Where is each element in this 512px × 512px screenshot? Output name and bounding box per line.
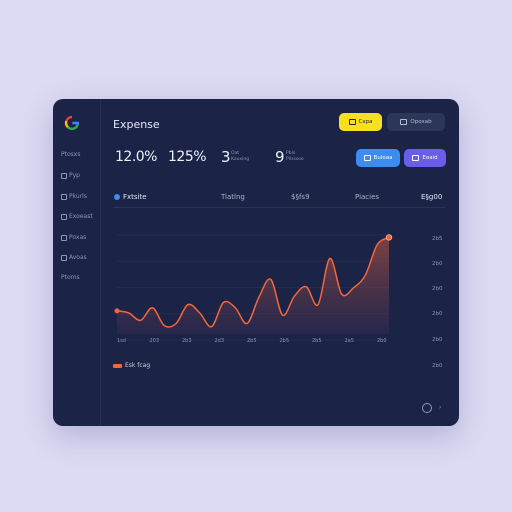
- x-tick-label: 1sd: [117, 338, 126, 344]
- chart-series-line: [116, 236, 390, 328]
- sidebar-item-label: Poxas: [69, 234, 87, 241]
- sidebar-item-7[interactable]: Ptoms: [61, 274, 80, 281]
- button-label: Opoxab: [410, 119, 432, 125]
- sidebar-item-label: Pyp: [69, 172, 80, 179]
- card-icon: [348, 119, 356, 125]
- sidebar-item-5[interactable]: Poxas: [61, 234, 86, 241]
- y-tick-label: 2b0: [432, 337, 443, 343]
- chart-area-fill: [117, 237, 389, 334]
- sidebar-item-label: Exoeast: [69, 213, 93, 220]
- stat-percent-2: 125%: [168, 149, 207, 165]
- button-label: Buloaa: [373, 155, 393, 161]
- stat-count-2-label: Pbls: [286, 151, 296, 156]
- blue-action-button[interactable]: Buloaa: [356, 149, 400, 167]
- y-tick-label: 2b0: [432, 261, 443, 267]
- page-title: Expense: [113, 118, 160, 131]
- button-label: Eoaid: [422, 155, 438, 161]
- dashboard-card: Ptosxs Pyp Pkurls Exoeast Poxas Avoas Pt…: [53, 99, 459, 426]
- row-col-4: Piacies: [355, 193, 380, 201]
- chart-legend: Esk fcag: [113, 362, 150, 369]
- x-tick-label: 2b5: [312, 338, 322, 344]
- x-tick-label: 2b3: [182, 338, 192, 344]
- sidebar-item-label: Avoas: [69, 254, 87, 261]
- y-tick-label: 2b0: [432, 311, 443, 317]
- card-icon: [363, 155, 371, 161]
- sidebar-item-3[interactable]: Pkurls: [61, 193, 87, 200]
- card-icon: [412, 155, 420, 161]
- chart-end-point: [385, 234, 393, 241]
- row-col-3: $§fs9: [291, 193, 310, 201]
- stat-count-2: 9: [275, 148, 285, 166]
- square-icon: [61, 172, 67, 179]
- legend-swatch: [113, 363, 122, 368]
- row-col-1: Fxtsite: [123, 193, 147, 201]
- doc-icon: [61, 234, 67, 241]
- row-col-5: E§g00: [421, 193, 443, 201]
- button-label: Cxpa: [358, 119, 373, 125]
- list-icon: [61, 213, 67, 220]
- row-col-2: Tiatlng: [221, 193, 245, 201]
- dark-action-button[interactable]: Opoxab: [387, 113, 445, 131]
- y-tick-label: 2b5: [432, 236, 443, 242]
- sidebar-item-6[interactable]: Avoas: [61, 254, 87, 261]
- stat-count-2-sublabel: Piisssoo: [286, 157, 304, 162]
- x-tick-label: 203: [149, 338, 160, 344]
- x-tick-label: 2a5: [344, 338, 354, 344]
- purple-action-button[interactable]: Eoaid: [404, 149, 446, 167]
- app-logo-icon[interactable]: [64, 115, 80, 131]
- stat-count-1: 3: [221, 148, 231, 166]
- yellow-action-button[interactable]: Cxpa: [339, 113, 382, 131]
- sidebar-item-4[interactable]: Exoeast: [61, 213, 93, 220]
- sidebar-item-label: Pkurls: [69, 193, 87, 200]
- y-tick-label: 2b0: [432, 363, 443, 369]
- x-tick-label: 2b0: [377, 338, 387, 344]
- x-tick-label: 2b5: [247, 338, 257, 344]
- y-tick-label: 2b0: [432, 286, 443, 292]
- stat-percent-1: 12.0%: [115, 149, 157, 165]
- sidebar: Ptosxs Pyp Pkurls Exoeast Poxas Avoas Pt…: [53, 99, 101, 426]
- divider: [113, 207, 445, 208]
- sidebar-item-2[interactable]: Pyp: [61, 172, 80, 179]
- help-icon[interactable]: [422, 403, 432, 413]
- legend-label: Esk fcag: [125, 362, 151, 369]
- sidebar-item-1[interactable]: Ptosxs: [61, 151, 80, 158]
- line-chart: [114, 234, 393, 341]
- stat-count-1-label: Oat: [231, 151, 240, 156]
- chart-start-point: [114, 308, 120, 314]
- stat-count-1-sublabel: Kauxing: [231, 157, 250, 162]
- grid-icon: [61, 254, 67, 261]
- sidebar-item-label: Ptoms: [61, 274, 80, 281]
- card-icon: [400, 119, 408, 125]
- grid-icon: [61, 193, 67, 200]
- chevron-right-icon[interactable]: ›: [439, 404, 442, 411]
- sidebar-item-label: Ptosxs: [61, 151, 81, 158]
- x-tick-label: 2d3: [214, 338, 225, 344]
- x-tick-label: 2b5: [279, 338, 290, 344]
- status-dot: [114, 194, 120, 200]
